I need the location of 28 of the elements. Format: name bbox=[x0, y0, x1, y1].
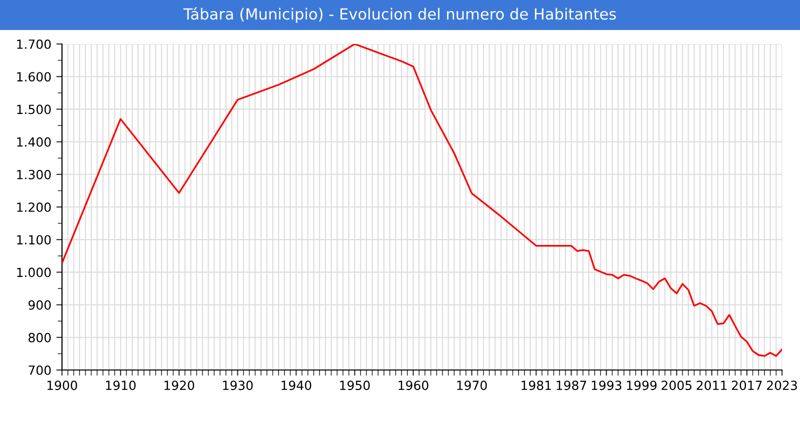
x-tick-label: 2017 bbox=[732, 380, 762, 390]
x-tick-label: 1960 bbox=[398, 380, 428, 390]
x-tick-label: 1999 bbox=[626, 380, 657, 390]
x-tick-label: 2023 bbox=[767, 380, 797, 390]
y-tick-label: 900 bbox=[28, 300, 51, 310]
x-tick-label: 1950 bbox=[340, 380, 370, 390]
x-tick-label: 1930 bbox=[223, 380, 253, 390]
x-tick-label: 1940 bbox=[282, 380, 312, 390]
x-tick-label: 1987 bbox=[556, 380, 586, 390]
y-tick-label: 1.400 bbox=[17, 137, 51, 147]
y-tick-label: 1.100 bbox=[17, 235, 51, 245]
y-tick-label: 1.300 bbox=[17, 170, 51, 180]
x-tick-label: 1993 bbox=[592, 380, 622, 390]
y-tick-label: 1.700 bbox=[17, 39, 51, 49]
y-tick-label: 800 bbox=[28, 332, 51, 342]
y-tick-label: 1.500 bbox=[17, 104, 51, 114]
x-tick-label: 2005 bbox=[662, 380, 692, 390]
x-tick-label: 1981 bbox=[522, 380, 551, 390]
x-tick-label: 1970 bbox=[457, 380, 487, 390]
y-tick-label: 1.200 bbox=[17, 202, 51, 212]
y-tick-label: 700 bbox=[28, 365, 51, 375]
chart-title: Tábara (Municipio) - Evolucion del numero de Habitantes bbox=[183, 7, 616, 23]
x-tick-label: 1900 bbox=[47, 380, 78, 390]
x-tick-label: 2011 bbox=[696, 380, 727, 390]
x-tick-label: 1920 bbox=[164, 380, 194, 390]
y-tick-label: 1.000 bbox=[17, 268, 51, 278]
y-tick-label: 1.600 bbox=[17, 72, 51, 82]
x-tick-label: 1910 bbox=[106, 380, 136, 390]
